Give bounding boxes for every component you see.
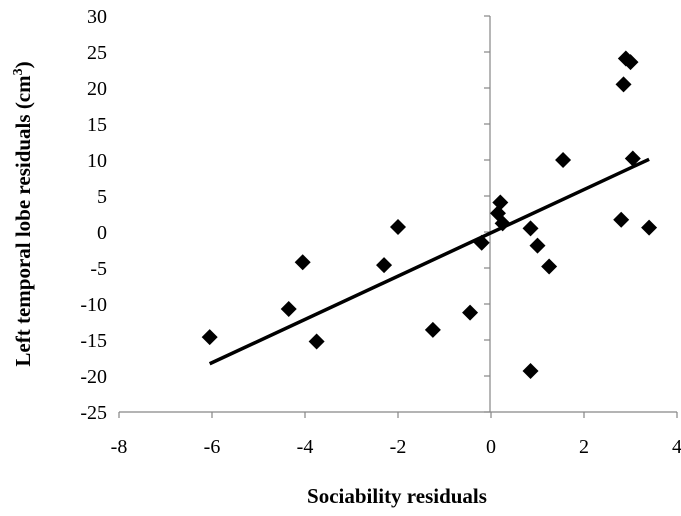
- data-point: [615, 76, 632, 93]
- data-point: [473, 234, 490, 251]
- y-tick-label: -5: [90, 258, 107, 280]
- y-axis-title-superscript: 3: [11, 68, 26, 75]
- data-point: [522, 220, 539, 237]
- data-point: [622, 54, 639, 71]
- y-axis-title-main: Left temporal lobe residuals (cm: [11, 75, 35, 367]
- y-tick-label: 15: [87, 114, 107, 136]
- x-axis-ticks: -8 -6 -4 -2 0 2 4: [111, 412, 681, 458]
- y-tick-label: -10: [80, 294, 107, 316]
- x-tick-label: 2: [579, 436, 589, 458]
- y-tick-label: -20: [80, 366, 107, 388]
- x-tick-label: -8: [111, 436, 128, 458]
- y-tick-label: 20: [87, 78, 107, 100]
- y-tick-label: 10: [87, 150, 107, 172]
- x-tick-label: -6: [204, 436, 221, 458]
- x-tick-label: -2: [390, 436, 407, 458]
- data-point: [280, 301, 297, 318]
- data-point: [522, 362, 539, 379]
- y-axis-ticks: -25 -20 -15 -10 -5 0 5 10 15 20 25 30: [80, 6, 490, 424]
- y-axis-title: Left temporal lobe residuals (cm3): [11, 61, 35, 366]
- x-tick-label: 0: [486, 436, 496, 458]
- data-point: [201, 329, 218, 346]
- data-point: [494, 215, 511, 232]
- trendline: [208, 157, 650, 366]
- data-point: [390, 218, 406, 235]
- trendline-group: [208, 157, 650, 366]
- data-point: [617, 50, 634, 67]
- y-tick-label: 5: [97, 186, 107, 208]
- axes: [119, 16, 677, 413]
- data-point: [462, 304, 479, 321]
- data-point: [424, 321, 441, 338]
- data-point: [555, 152, 572, 168]
- data-points: [201, 50, 658, 379]
- y-tick-label: 0: [97, 222, 107, 244]
- data-point: [624, 150, 641, 167]
- data-point: [308, 333, 325, 350]
- y-axis-title-suffix: ): [11, 61, 35, 68]
- y-tick-label: 25: [87, 42, 107, 64]
- x-tick-label: -4: [297, 436, 314, 458]
- data-point: [529, 237, 546, 254]
- x-axis-title: Sociability residuals: [307, 484, 487, 508]
- data-point: [376, 257, 393, 274]
- y-tick-label: -25: [80, 402, 107, 424]
- y-tick-label: 30: [87, 6, 107, 28]
- data-point: [492, 194, 509, 211]
- data-point: [294, 254, 311, 271]
- data-point: [541, 258, 558, 275]
- y-tick-label: -15: [80, 330, 107, 352]
- data-point: [613, 211, 630, 228]
- data-point: [641, 219, 658, 236]
- x-tick-label: 4: [672, 436, 681, 458]
